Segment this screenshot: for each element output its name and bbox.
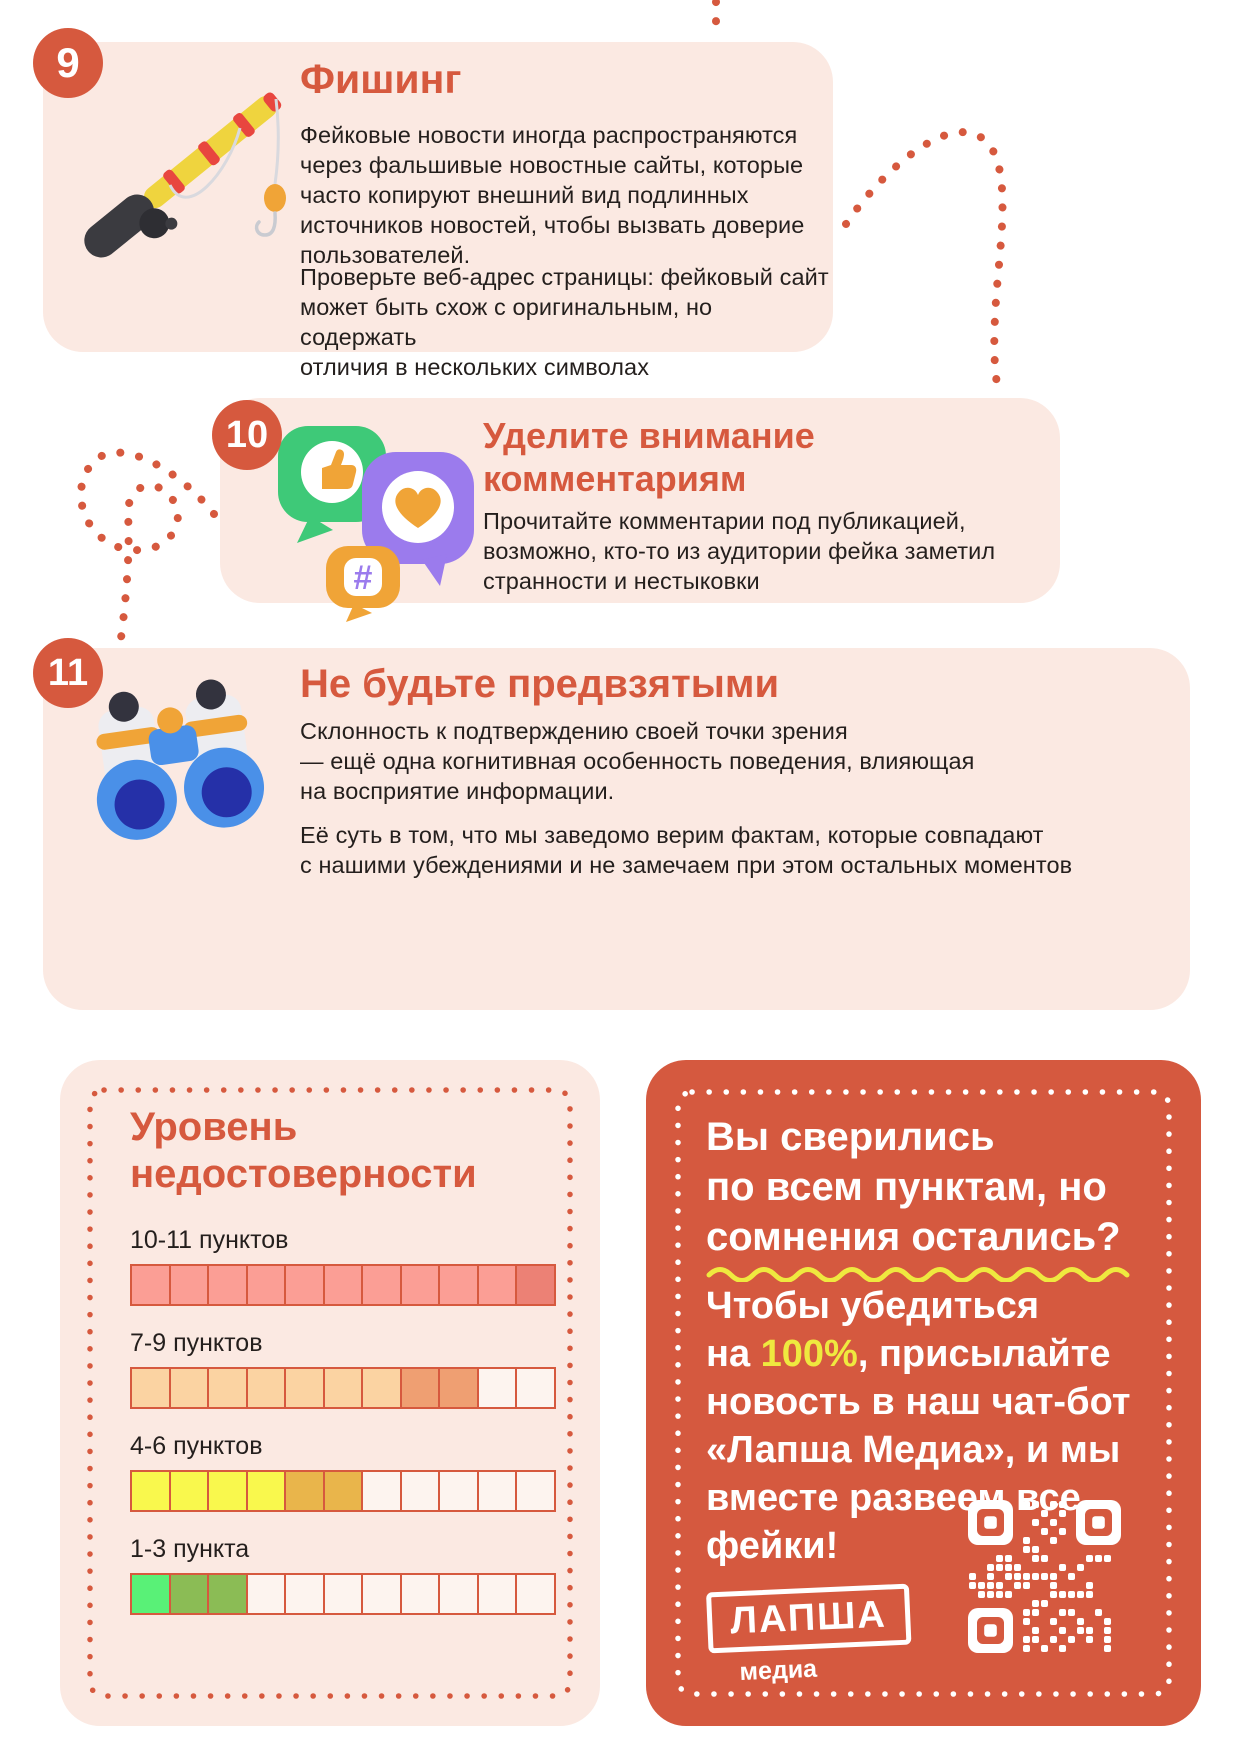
level-bar [130,1264,556,1306]
level-cell-pinkDark [515,1264,556,1306]
cta-body: Чтобы убедиться на 100%, присылайте ново… [706,1282,1176,1570]
level-cell-pink [476,1264,518,1306]
step-number: 9 [56,39,80,86]
binoculars-icon [96,679,265,840]
section-card-phishing: Фишинг Фейковые новости иногда распростр… [43,42,833,380]
level-cell-pink [284,1264,325,1306]
level-cell-pink [207,1264,248,1306]
level-cell-empty [438,1470,479,1512]
section-paragraph: Проверьте веб-адрес страницы: фейковый с… [300,264,829,380]
level-cell-mustard [322,1470,364,1512]
level-cell-pink [322,1264,364,1306]
lapsha-media-logo: ЛАПША медиа [706,1583,913,1689]
step-number-badge: 10 [212,400,282,470]
cta-body-text: Чтобы убедиться на [706,1285,1040,1375]
level-cell-empty [515,1573,556,1615]
step-number-badge: 9 [33,28,103,98]
level-cell-yellow [130,1470,171,1512]
level-cell-peach [168,1367,210,1409]
level-bar [130,1367,556,1409]
level-label: 1-3 пункта [130,1535,250,1563]
level-cell-pink [361,1264,402,1306]
level-cell-yellow [207,1470,248,1512]
section-title: Не будьте предвзятыми [300,662,780,706]
logo-subtitle: медиа [738,1654,818,1687]
section-title: Фишинг [300,56,462,102]
svg-text:#: # [354,559,373,597]
level-cell-olive [207,1573,248,1615]
section-paragraph: Фейковые новости иногда распространяются… [300,122,805,268]
section-paragraph: Её суть в том, что мы заведомо верим фак… [300,822,1073,878]
level-cell-pink [168,1264,210,1306]
section-title: Уделите внимание комментариям [483,415,815,499]
level-label: 7-9 пунктов [130,1329,263,1357]
level-row: 4-6 пунктов [130,1432,556,1512]
comment-bubbles-icon: # [278,426,474,622]
section-paragraph: Склонность к подтверждению своей точки з… [300,718,975,804]
level-cell-green [130,1573,171,1615]
level-cell-yellow [245,1470,287,1512]
level-label: 10-11 пунктов [130,1226,289,1254]
level-cell-peach [207,1367,248,1409]
level-cell-pink [130,1264,171,1306]
level-cell-peach [322,1367,364,1409]
step-number-badge: 11 [33,638,103,708]
level-cell-mustard [284,1470,325,1512]
level-cell-empty [476,1367,518,1409]
level-cell-pink [399,1264,441,1306]
level-cell-empty [399,1573,441,1615]
level-cell-olive [168,1573,210,1615]
level-cell-peach [245,1367,287,1409]
level-bar [130,1470,556,1512]
level-cell-empty [515,1367,556,1409]
cta-panel: Вы сверились по всем пунктам, но сомнени… [646,1060,1201,1726]
level-row: 7-9 пунктов [130,1329,556,1409]
level-cell-empty [476,1573,518,1615]
level-cell-empty [361,1470,402,1512]
level-cell-empty [245,1573,287,1615]
level-cell-peach [284,1367,325,1409]
wavy-underline-icon [706,1267,1130,1282]
level-rows: 10-11 пунктов 7-9 пунктов 4-6 пунктов 1-… [130,1226,556,1638]
level-label: 4-6 пунктов [130,1432,263,1460]
level-cell-empty [438,1573,479,1615]
level-cell-peach [361,1367,402,1409]
level-row: 10-11 пунктов [130,1226,556,1306]
panel-title: Уровень недостоверности [130,1105,477,1196]
level-cell-yellow [168,1470,210,1512]
level-bar [130,1573,556,1615]
level-row: 1-3 пункта [130,1535,556,1615]
step-number: 11 [47,651,89,694]
fishing-rod-icon [84,92,286,258]
cta-body-text: , присылайте новость в наш чат-бот «Лапш… [706,1333,1131,1567]
step-number: 10 [225,413,269,456]
qr-code [968,1500,1121,1658]
level-cell-empty [322,1573,364,1615]
level-cell-peach [130,1367,171,1409]
cta-highlight: 100% [760,1333,858,1375]
level-cell-empty [399,1470,441,1512]
level-cell-pink [438,1264,479,1306]
level-cell-empty [284,1573,325,1615]
level-cell-orange [399,1367,441,1409]
unreliability-level-panel: Уровень недостоверности 10-11 пунктов 7-… [60,1060,600,1726]
level-cell-empty [361,1573,402,1615]
level-cell-empty [515,1470,556,1512]
logo-stamp: ЛАПША [706,1583,912,1654]
level-cell-pink [245,1264,287,1306]
cta-heading: Вы сверились по всем пунктам, но сомнени… [706,1115,1121,1259]
section-paragraph: Прочитайте комментарии под публикацией, … [483,508,996,594]
level-cell-empty [476,1470,518,1512]
level-cell-orange [438,1367,479,1409]
